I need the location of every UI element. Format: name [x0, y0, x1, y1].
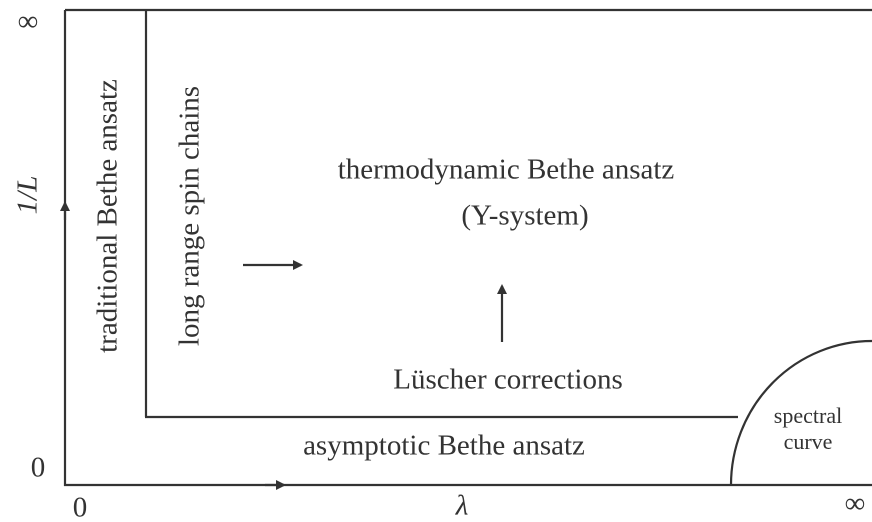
region-label: curve [784, 429, 833, 454]
x-zero: 0 [73, 492, 88, 522]
region-label: thermodynamic Bethe ansatz [338, 154, 675, 186]
spectral-arc [729, 339, 872, 486]
region-label: long range spin chains [174, 86, 206, 346]
region-label: asymptotic Bethe ansatz [303, 430, 585, 462]
region-label: traditional Bethe ansatz [92, 79, 124, 353]
y-zero: 0 [31, 452, 46, 484]
y-infinity: ∞ [18, 6, 39, 38]
x-infinity: ∞ [845, 488, 866, 520]
region-label: spectral [774, 403, 842, 428]
region-label: (Y-system) [461, 200, 588, 232]
y-label: 1/L [12, 176, 44, 215]
region-label: Lüscher corrections [393, 364, 622, 396]
x-label: λ [455, 490, 469, 522]
